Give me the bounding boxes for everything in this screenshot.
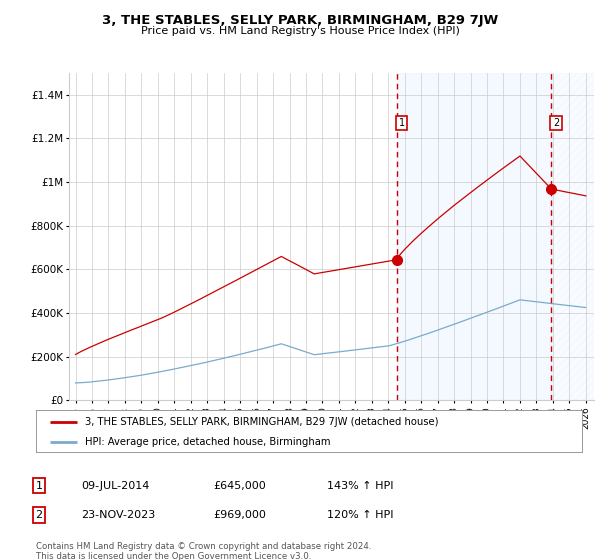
Text: 143% ↑ HPI: 143% ↑ HPI [327,480,394,491]
Text: 120% ↑ HPI: 120% ↑ HPI [327,510,394,520]
Text: £645,000: £645,000 [213,480,266,491]
Text: 23-NOV-2023: 23-NOV-2023 [81,510,155,520]
Text: 1: 1 [35,480,43,491]
Bar [397,73,551,400]
Text: Contains HM Land Registry data © Crown copyright and database right 2024.
This d: Contains HM Land Registry data © Crown c… [36,542,371,560]
Text: 2: 2 [553,118,559,128]
Text: 1: 1 [399,118,405,128]
Text: 09-JUL-2014: 09-JUL-2014 [81,480,149,491]
Text: £969,000: £969,000 [213,510,266,520]
Text: 2: 2 [35,510,43,520]
Bar [551,73,594,400]
Text: HPI: Average price, detached house, Birmingham: HPI: Average price, detached house, Birm… [85,437,331,447]
Text: 3, THE STABLES, SELLY PARK, BIRMINGHAM, B29 7JW: 3, THE STABLES, SELLY PARK, BIRMINGHAM, … [102,14,498,27]
Text: Price paid vs. HM Land Registry's House Price Index (HPI): Price paid vs. HM Land Registry's House … [140,26,460,36]
Text: 3, THE STABLES, SELLY PARK, BIRMINGHAM, B29 7JW (detached house): 3, THE STABLES, SELLY PARK, BIRMINGHAM, … [85,417,439,427]
